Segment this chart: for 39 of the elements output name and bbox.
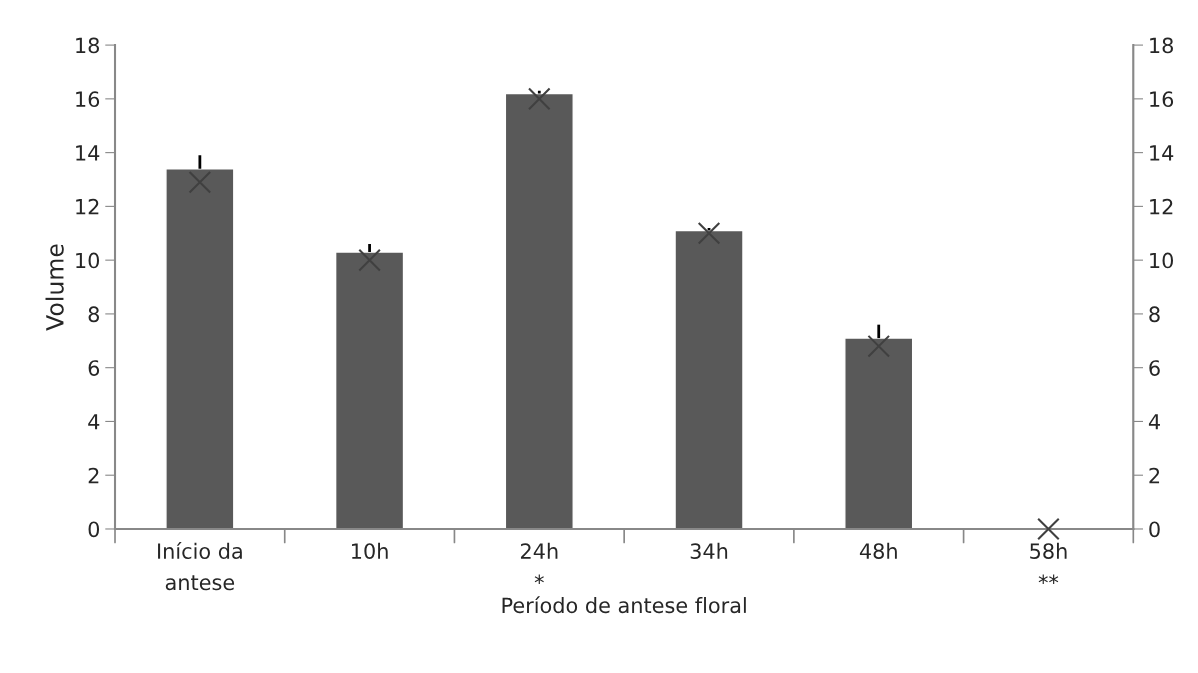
point	[188, 170, 212, 194]
bar	[504, 92, 574, 529]
point	[697, 221, 721, 245]
y-tick-label: 6	[88, 360, 100, 376]
point	[358, 248, 381, 272]
y-tick-label: 2	[88, 467, 99, 484]
x-tick-label: 48h	[859, 542, 897, 559]
bar	[844, 337, 914, 529]
bar	[334, 251, 405, 529]
y2-tick-label: 10	[1150, 252, 1174, 269]
y2-tick-label: 14	[1150, 145, 1174, 161]
y2-tick-label: 8	[1149, 306, 1160, 323]
bar	[674, 229, 744, 529]
y-axis-title: Volume	[45, 244, 64, 331]
point	[527, 87, 551, 111]
y-tick-label: 4	[88, 414, 100, 430]
x-tick-label: 10h	[352, 542, 388, 559]
y2-tick-label: 2	[1149, 467, 1160, 484]
point	[1037, 517, 1060, 541]
y-tick-label: 8	[88, 306, 99, 323]
y2-tick-label: 12	[1150, 198, 1173, 215]
y2-tick-label: 16	[1150, 91, 1174, 108]
bar	[165, 168, 235, 529]
x-tick-label: 24h *	[520, 542, 558, 584]
point	[867, 334, 891, 358]
x-axis-title: Período de antese floral	[502, 596, 746, 614]
x-tick-label: Início da antese	[158, 542, 242, 591]
y-tick-label: 18	[76, 37, 99, 54]
y2-tick-label: 4	[1148, 414, 1160, 430]
x-tick-label: 58h **	[1030, 542, 1067, 584]
y-tick-label: 16	[76, 91, 100, 108]
y-tick-label: 12	[76, 198, 99, 215]
y2-tick-label: 0	[1149, 521, 1160, 538]
x-tick-label: 34h	[690, 542, 728, 559]
y2-tick-label: 18	[1150, 37, 1173, 54]
y2-tick-label: 6	[1149, 360, 1160, 376]
y-tick-label: 10	[76, 252, 100, 269]
y-tick-label: 0	[88, 521, 100, 538]
y-tick-label: 14	[76, 145, 100, 161]
